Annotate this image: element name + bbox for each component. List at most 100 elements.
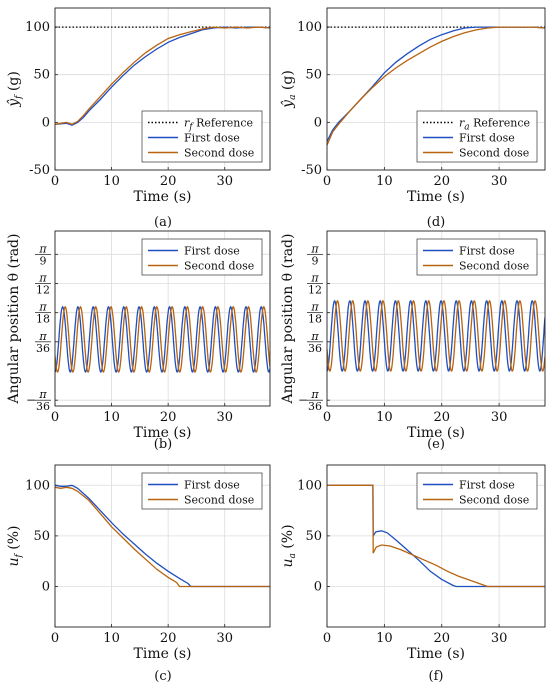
y-tick-label: π18 <box>307 301 323 326</box>
axes-frame <box>54 230 271 407</box>
y-tick-sign: − <box>26 393 36 407</box>
y-tick-label: -50 <box>301 163 322 178</box>
y-tick-numerator: π <box>38 272 47 285</box>
x-tick-label: 0 <box>51 174 59 189</box>
y-tick-label: -50 <box>29 163 50 178</box>
y-tick-label: 0 <box>314 115 322 130</box>
y-axis-label-group: ŷf (g) <box>5 71 24 108</box>
y-tick-numerator: π <box>310 272 319 285</box>
series-line-second-dose <box>55 26 270 126</box>
y-tick-label: 100 <box>25 478 50 493</box>
legend-box <box>416 238 538 276</box>
x-tick-label: 10 <box>103 631 120 646</box>
x-tick-label: 20 <box>160 631 177 646</box>
x-axis-label: Time (s) <box>407 646 465 662</box>
plot-area <box>55 484 270 588</box>
y-axis-label-group: Angular position θ (rad) <box>6 234 22 405</box>
y-tick-label: 50 <box>33 68 50 83</box>
x-tick-label: 0 <box>323 410 331 425</box>
legend-label: Second dose <box>459 147 529 160</box>
series-line-second-dose <box>55 305 270 373</box>
y-tick-label: π12 <box>307 272 323 297</box>
axes-frame <box>326 7 546 171</box>
legend: First dose Second dose <box>141 238 263 276</box>
legend-box <box>416 110 538 163</box>
y-tick-label: 100 <box>297 20 322 35</box>
x-tick-label: 0 <box>323 174 331 189</box>
y-tick-label: π36 <box>307 330 323 355</box>
x-tick-label: 10 <box>376 410 393 425</box>
y-tick-denominator: 9 <box>40 254 47 267</box>
legend-label: Second dose <box>184 494 254 507</box>
x-tick-label: 30 <box>491 174 508 189</box>
y-tick-label: 0 <box>314 580 322 595</box>
legend-box <box>141 238 263 276</box>
x-tick-label: 0 <box>51 410 59 425</box>
legend-label: Second dose <box>459 494 529 507</box>
y-tick-numerator: π <box>310 330 319 343</box>
y-tick-numerator: π <box>310 301 319 314</box>
x-tick-label: 30 <box>491 410 508 425</box>
axes-frame <box>54 464 271 628</box>
y-tick-label: π36 <box>35 330 51 355</box>
legend-box <box>141 472 263 510</box>
x-tick-label: 20 <box>160 174 177 189</box>
x-tick-label: 30 <box>491 631 508 646</box>
panel-label: (e) <box>427 437 445 452</box>
x-axis-label: Time (s) <box>134 646 192 662</box>
axes-frame <box>326 464 546 628</box>
y-tick-label: 50 <box>305 529 322 544</box>
x-tick-label: 30 <box>216 410 233 425</box>
y-tick-label: 100 <box>25 20 50 35</box>
x-tick-label: 0 <box>323 631 331 646</box>
x-tick-label: 30 <box>216 631 233 646</box>
y-tick-label: 100 <box>297 478 322 493</box>
y-tick-denominator: 36 <box>308 400 322 413</box>
y-axis-label-group: ua (%) <box>280 524 298 567</box>
y-tick-denominator: 36 <box>308 342 322 355</box>
y-tick-label: π9 <box>307 242 323 267</box>
y-tick-denominator: 36 <box>36 342 50 355</box>
plot-area <box>327 484 545 588</box>
legend-label: First dose <box>184 245 240 258</box>
y-axis-label-group: uf (%) <box>6 525 24 566</box>
y-tick-label: 0 <box>42 580 50 595</box>
legend-label: First dose <box>184 132 240 145</box>
y-tick-numerator: π <box>38 242 47 255</box>
panel-label: (c) <box>154 669 171 682</box>
x-tick-label: 10 <box>376 174 393 189</box>
y-axis-label-group: Angular position θ (rad) <box>280 234 296 405</box>
y-tick-label: π12 <box>35 272 51 297</box>
y-tick-numerator: π <box>38 388 47 401</box>
y-tick-label: − π36 <box>298 388 323 413</box>
x-tick-label: 10 <box>103 410 120 425</box>
y-tick-denominator: 36 <box>36 400 50 413</box>
legend-label: Second dose <box>184 260 254 273</box>
x-axis-label: Time (s) <box>407 189 465 205</box>
legend-label: Second dose <box>459 260 529 273</box>
plot-area <box>55 305 270 373</box>
y-tick-denominator: 9 <box>312 254 319 267</box>
x-tick-label: 20 <box>433 631 450 646</box>
legend-label: rf Reference <box>184 117 253 133</box>
y-axis-label: ŷa (g) <box>279 70 298 109</box>
chart-panel-f: 0 10 20 30 0 50 100 First dose Second dose Time (… <box>280 464 546 682</box>
x-tick-label: 20 <box>160 410 177 425</box>
y-axis-label-group: ŷa (g) <box>279 70 298 109</box>
x-tick-label: 30 <box>216 174 233 189</box>
y-axis-label: Angular position θ (rad) <box>280 234 296 405</box>
y-tick-denominator: 18 <box>308 313 322 326</box>
x-tick-label: 20 <box>433 410 450 425</box>
y-tick-label: 0 <box>42 115 50 130</box>
y-tick-denominator: 12 <box>36 284 50 297</box>
y-tick-denominator: 18 <box>36 313 50 326</box>
legend: First dose Second dose <box>416 238 538 276</box>
y-tick-numerator: π <box>38 301 47 314</box>
legend-label: First dose <box>184 479 240 492</box>
x-axis-label: Time (s) <box>134 189 192 205</box>
chart-panel-c: 0 10 20 30 0 50 100 First dose Second dose Time (… <box>6 464 271 682</box>
y-tick-sign: − <box>298 393 308 407</box>
